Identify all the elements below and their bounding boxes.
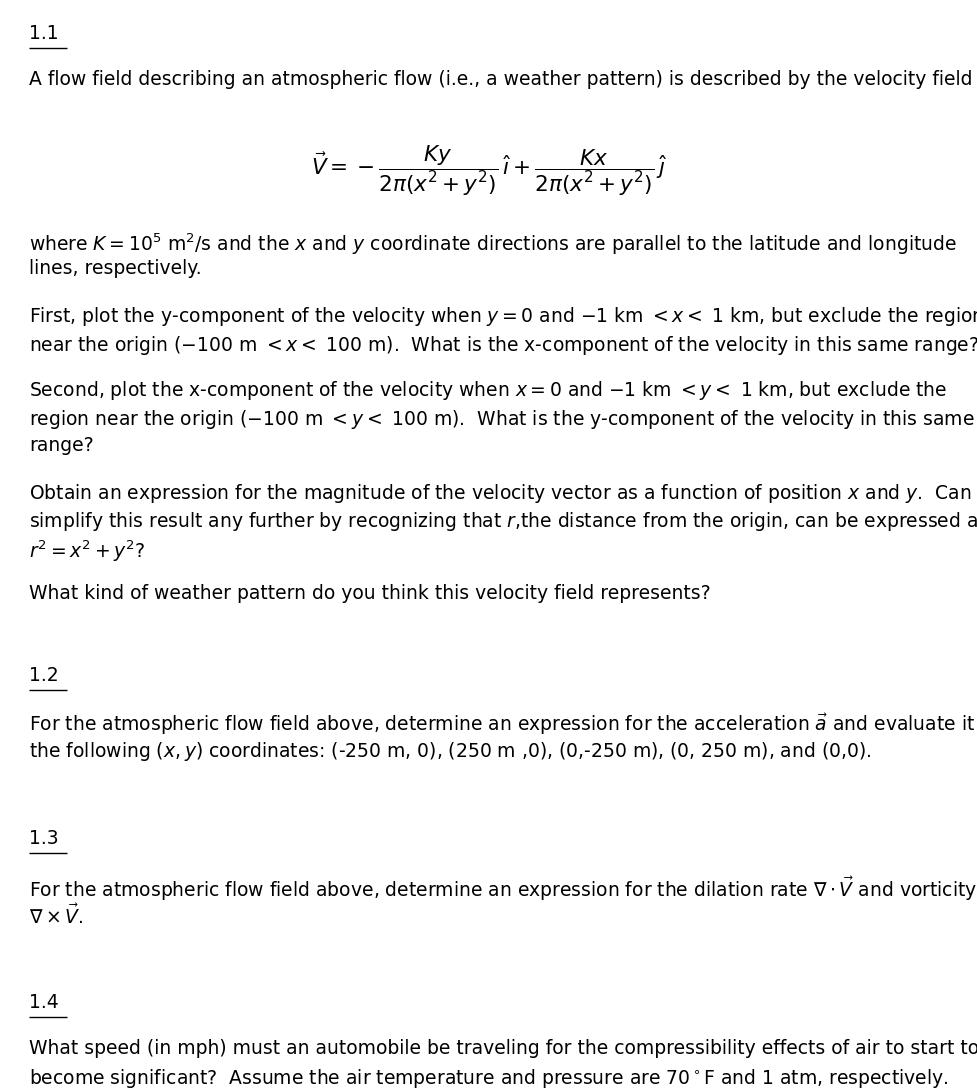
Text: What kind of weather pattern do you think this velocity field represents?: What kind of weather pattern do you thin… xyxy=(29,584,710,603)
Text: near the origin ($-100$ m $< x <$ 100 m).  What is the x-component of the veloci: near the origin ($-100$ m $< x <$ 100 m)… xyxy=(29,334,977,356)
Text: What speed (in mph) must an automobile be traveling for the compressibility effe: What speed (in mph) must an automobile b… xyxy=(29,1039,977,1057)
Text: For the atmospheric flow field above, determine an expression for the dilation r: For the atmospheric flow field above, de… xyxy=(29,875,977,904)
Text: Obtain an expression for the magnitude of the velocity vector as a function of p: Obtain an expression for the magnitude o… xyxy=(29,482,977,505)
Text: where $K = 10^5$ m$^2$/s and the $x$ and $y$ coordinate directions are parallel : where $K = 10^5$ m$^2$/s and the $x$ and… xyxy=(29,231,956,256)
Text: 1.1: 1.1 xyxy=(29,24,59,43)
Text: For the atmospheric flow field above, determine an expression for the accelerati: For the atmospheric flow field above, de… xyxy=(29,712,977,737)
Text: the following $(x, y)$ coordinates: (-250 m, 0), (250 m ,0), (0,-250 m), (0, 250: the following $(x, y)$ coordinates: (-25… xyxy=(29,740,871,763)
Text: 1.3: 1.3 xyxy=(29,829,59,848)
Text: Second, plot the x-component of the velocity when $x = 0$ and $-1$ km $< y <$ 1 : Second, plot the x-component of the velo… xyxy=(29,379,947,402)
Text: A flow field describing an atmospheric flow (i.e., a weather pattern) is describ: A flow field describing an atmospheric f… xyxy=(29,70,972,88)
Text: simplify this result any further by recognizing that $r$,the distance from the o: simplify this result any further by reco… xyxy=(29,510,977,533)
Text: $r^2 = x^2 + y^2$?: $r^2 = x^2 + y^2$? xyxy=(29,538,146,564)
Text: lines, respectively.: lines, respectively. xyxy=(29,259,202,278)
Text: $\vec{V} = -\dfrac{Ky}{2\pi(x^2 + y^2)}\,\hat{\imath} + \dfrac{Kx}{2\pi(x^2 + y^: $\vec{V} = -\dfrac{Ky}{2\pi(x^2 + y^2)}\… xyxy=(311,144,666,198)
Text: region near the origin ($-100$ m $< y <$ 100 m).  What is the y-component of the: region near the origin ($-100$ m $< y <$… xyxy=(29,408,974,431)
Text: range?: range? xyxy=(29,436,94,455)
Text: First, plot the y-component of the velocity when $y = 0$ and $-1$ km $< x <$ 1 k: First, plot the y-component of the veloc… xyxy=(29,305,977,328)
Text: $\nabla \times \vec{V}$.: $\nabla \times \vec{V}$. xyxy=(29,904,84,926)
Text: 1.2: 1.2 xyxy=(29,666,59,685)
Text: become significant?  Assume the air temperature and pressure are 70$^\circ$F and: become significant? Assume the air tempe… xyxy=(29,1067,948,1090)
Text: 1.4: 1.4 xyxy=(29,993,59,1012)
